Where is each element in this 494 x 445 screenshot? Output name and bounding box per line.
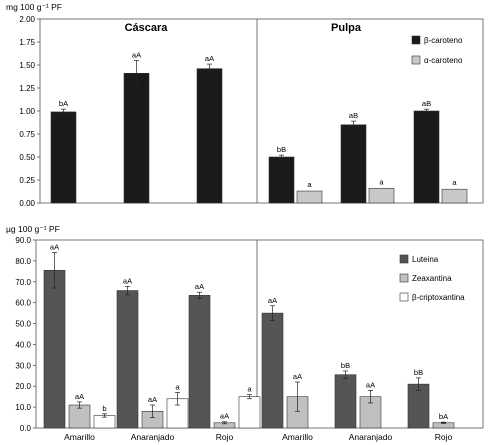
legend-swatch [399, 292, 409, 302]
y-tick-label: 1.00 [19, 107, 35, 116]
bar [296, 190, 323, 204]
data-label: a [452, 178, 457, 187]
x-tick-label: Rojo [435, 432, 453, 442]
bar [196, 68, 223, 204]
data-label: a [175, 382, 180, 391]
data-label: bA [439, 412, 448, 421]
data-label: bB [341, 361, 350, 370]
data-label: aB [422, 99, 431, 108]
data-label: aA [148, 395, 157, 404]
chart-xantofilas: µg 100 g⁻¹ PF Luteina Zeaxantina β-criptox… [6, 224, 484, 442]
bar [334, 374, 357, 429]
y-tick-label: 60.0 [15, 299, 31, 308]
y-tick-label: 2.00 [19, 15, 35, 24]
data-label: a [247, 385, 252, 394]
data-label: a [307, 180, 312, 189]
x-tick-label: Amarillo [282, 432, 313, 442]
legend-label: Zeaxantina [412, 274, 452, 283]
section-label-cascara: Cáscara [125, 22, 169, 34]
bar [268, 156, 295, 204]
y-tick-label: 0.50 [19, 153, 35, 162]
y-tick-label: 0.0 [20, 424, 32, 433]
legend-label: β-criptoxantina [412, 293, 465, 302]
x-tick-label: Anaranjado [131, 432, 175, 442]
data-label: aA [268, 296, 277, 305]
data-label: aA [366, 380, 375, 389]
data-label: aA [50, 243, 59, 252]
data-label: aA [75, 392, 84, 401]
y-tick-label: 10.0 [15, 403, 31, 412]
legend-swatch [411, 55, 421, 65]
data-label: bA [59, 99, 68, 108]
data-label: b [102, 404, 106, 413]
y-tick-label: 30.0 [15, 361, 31, 370]
y-tick-label: 70.0 [15, 278, 31, 287]
bar [368, 187, 395, 204]
x-tick-label: Anaranjado [349, 432, 393, 442]
data-label: aA [220, 412, 229, 421]
bar [261, 312, 284, 429]
legend-label: α-caroteno [424, 56, 463, 65]
y-axis-label: mg 100 g⁻¹ PF [6, 2, 62, 12]
chart-carotenos: mg 100 g⁻¹ PF Cáscara Pulpa β-caroteno α-… [6, 2, 484, 208]
data-label: aA [132, 50, 141, 59]
legend: Luteina Zeaxantina β-criptoxantina [399, 254, 465, 302]
y-tick-label: 50.0 [15, 320, 31, 329]
bar [116, 290, 139, 429]
data-label: aA [293, 372, 302, 381]
legend-label: Luteina [412, 255, 439, 264]
bar [413, 110, 440, 204]
legend-label: β-caroteno [424, 36, 463, 45]
legend-swatch [399, 273, 409, 283]
data-label: aA [205, 54, 214, 63]
y-tick-label: 0.25 [19, 176, 35, 185]
y-tick-label: 20.0 [15, 382, 31, 391]
data-label: aA [123, 276, 132, 285]
y-tick-label: 1.75 [19, 38, 35, 47]
bar [50, 111, 77, 204]
y-tick-label: 1.25 [19, 84, 35, 93]
y-tick-label: 0.75 [19, 130, 35, 139]
y-tick-label: 80.0 [15, 257, 31, 266]
x-tick-label: Amarillo [64, 432, 95, 442]
legend-swatch [399, 254, 409, 264]
bar [43, 269, 66, 429]
bar [238, 396, 261, 429]
data-label: aB [349, 111, 358, 120]
y-axis-label: µg 100 g⁻¹ PF [6, 224, 60, 234]
section-label-pulpa: Pulpa [331, 22, 362, 34]
y-tick-label: 90.0 [15, 236, 31, 245]
legend: β-caroteno α-caroteno [411, 35, 463, 65]
bar [123, 72, 150, 204]
legend-swatch [411, 35, 421, 45]
data-label: bB [414, 368, 423, 377]
data-label: bB [277, 145, 286, 154]
y-tick-label: 1.50 [19, 61, 35, 70]
bar [340, 124, 367, 204]
y-tick-label: 0.00 [19, 199, 35, 208]
bar [188, 295, 211, 429]
data-label: a [379, 177, 384, 186]
x-tick-label: Rojo [216, 432, 234, 442]
bar [441, 188, 468, 204]
y-tick-label: 40.0 [15, 340, 31, 349]
data-label: aA [195, 282, 204, 291]
